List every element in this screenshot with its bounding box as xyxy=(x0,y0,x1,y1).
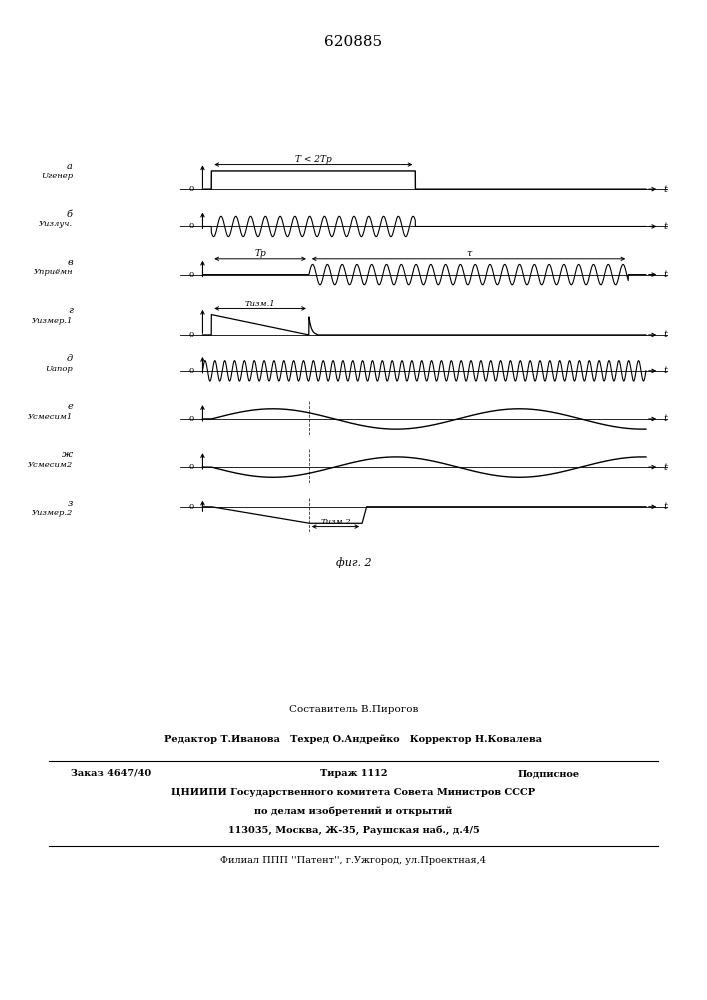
Text: t: t xyxy=(664,366,667,375)
Text: 0: 0 xyxy=(188,271,194,279)
Text: Тр: Тр xyxy=(255,249,266,258)
Text: t: t xyxy=(664,222,667,231)
Text: Уприёмн: Уприёмн xyxy=(33,268,73,276)
Text: t: t xyxy=(664,414,667,423)
Text: е: е xyxy=(67,402,73,411)
Text: б: б xyxy=(67,210,73,219)
Text: T < 2Tp: T < 2Tp xyxy=(295,155,332,164)
Text: 113035, Москва, Ж-35, Раушская наб., д.4/5: 113035, Москва, Ж-35, Раушская наб., д.4… xyxy=(228,825,479,835)
Text: Тизм.2: Тизм.2 xyxy=(320,518,351,526)
Text: t: t xyxy=(664,185,667,194)
Text: Тираж 1112: Тираж 1112 xyxy=(320,769,387,778)
Text: Тизм.1: Тизм.1 xyxy=(245,300,276,308)
Text: фиг. 2: фиг. 2 xyxy=(336,557,371,568)
Text: Редактор Т.Иванова   Техред О.Андрейко   Корректор Н.Ковалева: Редактор Т.Иванова Техред О.Андрейко Кор… xyxy=(165,735,542,744)
Text: Заказ 4647/40: Заказ 4647/40 xyxy=(71,769,151,778)
Text: Уизмер.1: Уизмер.1 xyxy=(32,317,73,325)
Text: 0: 0 xyxy=(188,185,194,193)
Text: Uапор: Uапор xyxy=(45,365,73,373)
Text: ж: ж xyxy=(62,450,73,459)
Text: 0: 0 xyxy=(188,503,194,511)
Text: Филиал ППП ''Патент'', г.Ужгород, ул.Проектная,4: Филиал ППП ''Патент'', г.Ужгород, ул.Про… xyxy=(221,856,486,865)
Text: з: з xyxy=(68,499,73,508)
Text: по делам изобретений и открытий: по делам изобретений и открытий xyxy=(255,807,452,816)
Text: д: д xyxy=(67,354,73,363)
Text: Уизмер.2: Уизмер.2 xyxy=(32,509,73,517)
Text: Усмесим1: Усмесим1 xyxy=(28,413,73,421)
Text: Усмесим2: Усмесим2 xyxy=(28,461,73,469)
Text: Uгенер: Uгенер xyxy=(41,172,73,180)
Text: ЦНИИПИ Государственного комитета Совета Министров СССР: ЦНИИПИ Государственного комитета Совета … xyxy=(171,788,536,797)
Text: 620885: 620885 xyxy=(325,35,382,49)
Text: t: t xyxy=(664,463,667,472)
Text: 0: 0 xyxy=(188,222,194,230)
Text: τ: τ xyxy=(466,249,472,258)
Text: t: t xyxy=(664,270,667,279)
Text: Составитель В.Пирогов: Составитель В.Пирогов xyxy=(289,705,418,714)
Text: 0: 0 xyxy=(188,331,194,339)
Text: Подписное: Подписное xyxy=(518,769,580,778)
Text: г: г xyxy=(68,306,73,315)
Text: t: t xyxy=(664,502,667,511)
Text: 0: 0 xyxy=(188,367,194,375)
Text: a: a xyxy=(67,162,73,171)
Text: t: t xyxy=(664,330,667,339)
Text: Уизлуч.: Уизлуч. xyxy=(39,220,73,228)
Text: в: в xyxy=(67,258,73,267)
Text: 0: 0 xyxy=(188,463,194,471)
Text: 0: 0 xyxy=(188,415,194,423)
